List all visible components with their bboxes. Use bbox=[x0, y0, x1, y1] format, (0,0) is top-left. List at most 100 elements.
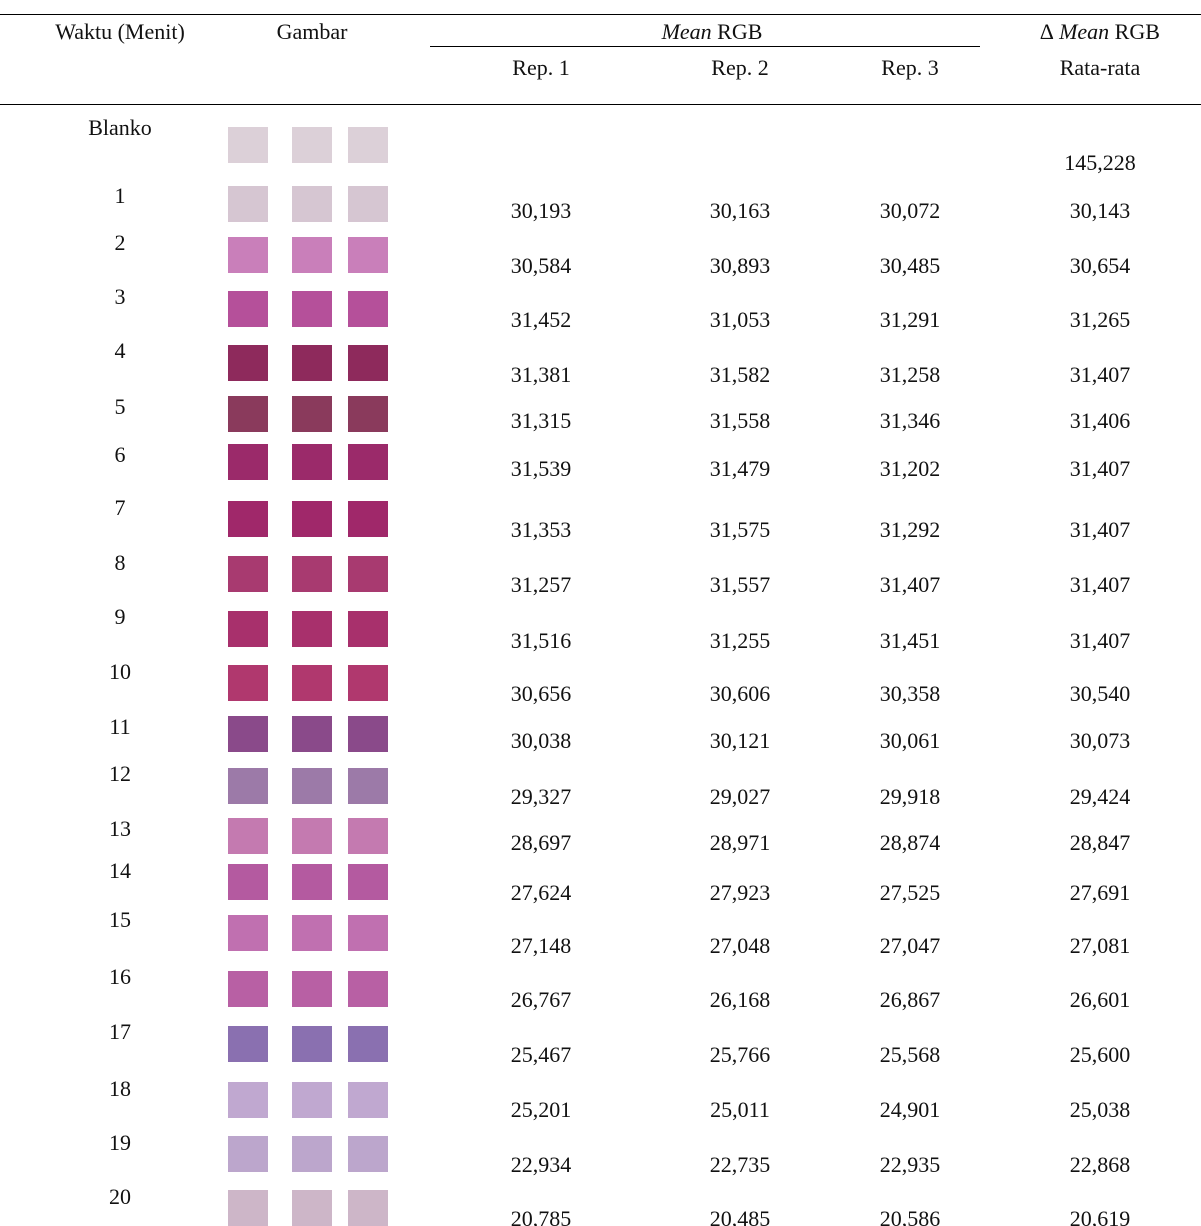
sample-image bbox=[348, 127, 388, 163]
header-rep1: Rep. 1 bbox=[512, 55, 570, 80]
cell-value: 20,586 bbox=[879, 1206, 941, 1226]
cell-value: 31,255 bbox=[709, 628, 771, 653]
cell-value: 31,516 bbox=[510, 628, 572, 653]
sample-image bbox=[228, 444, 268, 480]
time-label: 19 bbox=[109, 1130, 131, 1155]
sample-image bbox=[292, 1025, 332, 1062]
sample-image bbox=[348, 915, 388, 951]
time-label: 15 bbox=[109, 907, 131, 932]
cell-value: 31,479 bbox=[709, 456, 771, 481]
cell-value: 25,467 bbox=[510, 1042, 572, 1067]
cell-value: 27,525 bbox=[879, 880, 941, 905]
cell-value: 31,053 bbox=[709, 307, 771, 332]
sample-image bbox=[228, 1081, 268, 1118]
cell-value: 29,027 bbox=[709, 784, 771, 809]
sample-image bbox=[292, 444, 332, 480]
cell-value: 30,606 bbox=[709, 681, 771, 706]
sample-image bbox=[228, 767, 268, 804]
sample-image bbox=[228, 345, 268, 381]
cell-value: 28,874 bbox=[879, 830, 941, 855]
sample-image bbox=[348, 864, 388, 900]
header-rep3: Rep. 3 bbox=[881, 55, 939, 80]
sample-image bbox=[292, 396, 332, 432]
cell-value: 20,619 bbox=[1069, 1206, 1131, 1226]
cell-value: 20,485 bbox=[709, 1206, 771, 1226]
header-mean: Mean RGB bbox=[662, 19, 763, 45]
cell-value: 30,073 bbox=[1069, 728, 1131, 753]
time-label: 3 bbox=[114, 284, 126, 309]
cell-value: 145,228 bbox=[1064, 150, 1136, 175]
sample-image bbox=[292, 185, 332, 222]
sample-image bbox=[292, 818, 332, 854]
time-label: 16 bbox=[109, 964, 131, 989]
sample-image bbox=[228, 970, 268, 1007]
cell-value: 30,656 bbox=[510, 681, 572, 706]
cell-value: 31,557 bbox=[709, 572, 771, 597]
cell-value: 22,735 bbox=[709, 1152, 771, 1177]
cell-value: 27,081 bbox=[1069, 933, 1131, 958]
sample-image bbox=[348, 444, 388, 480]
cell-value: 30,654 bbox=[1069, 253, 1131, 278]
cell-value: 31,202 bbox=[879, 456, 941, 481]
cell-value: 31,257 bbox=[510, 572, 572, 597]
cell-value: 31,315 bbox=[510, 408, 572, 433]
delta-symbol: ∆ bbox=[1040, 19, 1054, 44]
sample-image bbox=[348, 716, 388, 752]
sample-image bbox=[228, 396, 268, 432]
cell-value: 31,346 bbox=[879, 408, 941, 433]
time-label: 9 bbox=[114, 604, 126, 629]
cell-value: 30,163 bbox=[709, 198, 771, 223]
time-label: 18 bbox=[109, 1076, 131, 1101]
cell-value: 28,971 bbox=[709, 830, 771, 855]
cell-value: 29,327 bbox=[510, 784, 572, 809]
cell-value: 27,148 bbox=[510, 933, 572, 958]
cell-value: 30,893 bbox=[709, 253, 771, 278]
time-label: 11 bbox=[109, 714, 131, 739]
cell-value: 26,168 bbox=[709, 987, 771, 1012]
cell-value: 30,485 bbox=[879, 253, 941, 278]
cell-value: 26,601 bbox=[1069, 987, 1131, 1012]
time-label: 17 bbox=[109, 1019, 131, 1044]
cell-value: 27,691 bbox=[1069, 880, 1131, 905]
cell-value: 30,193 bbox=[510, 198, 572, 223]
time-label: 2 bbox=[114, 230, 126, 255]
sample-image bbox=[292, 970, 332, 1007]
time-label: 5 bbox=[114, 394, 126, 419]
cell-value: 31,452 bbox=[510, 307, 572, 332]
time-label: 4 bbox=[114, 338, 126, 363]
rule-top bbox=[0, 14, 1201, 15]
cell-value: 31,407 bbox=[1069, 517, 1131, 542]
sample-image bbox=[348, 501, 388, 537]
header-image: Gambar bbox=[276, 19, 348, 44]
cell-value: 30,072 bbox=[879, 198, 941, 223]
sample-image bbox=[292, 127, 332, 163]
sample-image bbox=[292, 611, 332, 647]
sample-image bbox=[228, 185, 268, 222]
cell-value: 22,868 bbox=[1069, 1152, 1131, 1177]
sample-image bbox=[292, 665, 332, 701]
sample-image bbox=[348, 970, 388, 1007]
sample-image bbox=[348, 1136, 388, 1172]
cell-value: 30,540 bbox=[1069, 681, 1131, 706]
sample-image bbox=[292, 1136, 332, 1172]
sample-image bbox=[348, 556, 388, 592]
sample-image bbox=[228, 236, 268, 273]
cell-value: 24,901 bbox=[879, 1097, 941, 1122]
cell-value: 31,265 bbox=[1069, 307, 1131, 332]
sample-image bbox=[292, 716, 332, 752]
time-label: 10 bbox=[109, 659, 131, 684]
sample-image bbox=[292, 345, 332, 381]
cell-value: 25,038 bbox=[1069, 1097, 1131, 1122]
cell-value: 31,539 bbox=[510, 456, 572, 481]
cell-value: 22,934 bbox=[510, 1152, 572, 1177]
sample-image bbox=[292, 556, 332, 592]
cell-value: 31,407 bbox=[1069, 362, 1131, 387]
cell-value: 31,407 bbox=[1069, 572, 1131, 597]
sample-image bbox=[348, 185, 388, 222]
sample-image bbox=[228, 1136, 268, 1172]
cell-value: 31,353 bbox=[510, 517, 572, 542]
sample-image bbox=[292, 1190, 332, 1226]
time-label: Blanko bbox=[88, 115, 152, 140]
cell-value: 30,121 bbox=[709, 728, 771, 753]
sample-image bbox=[292, 501, 332, 537]
